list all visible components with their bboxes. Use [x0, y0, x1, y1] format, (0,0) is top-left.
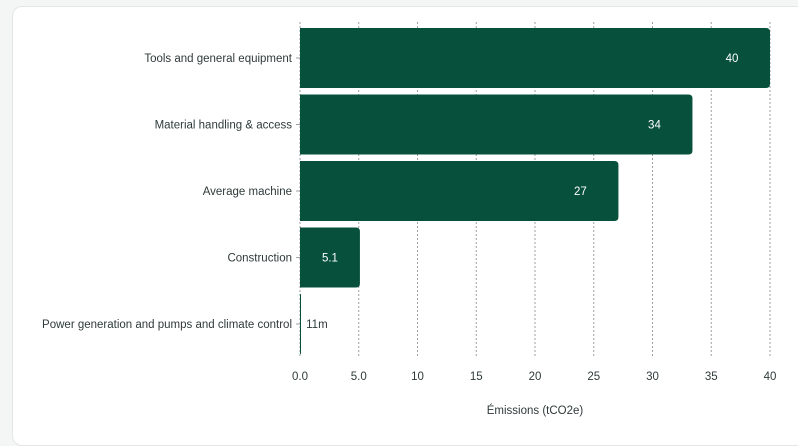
category-label: Tools and general equipment [144, 53, 292, 65]
x-tick-label: 5.0 [351, 371, 367, 383]
data-label: 27 [574, 186, 587, 198]
category-label: Material handling & access [155, 120, 293, 132]
horizontal-bar-chart: 40 34 27 5.1 11m Tools and general equipment… [42, 22, 776, 417]
bar [300, 28, 770, 88]
category-label: Construction [227, 253, 292, 265]
data-label: 5.1 [322, 253, 338, 265]
bar [300, 227, 360, 288]
data-label: 40 [726, 53, 739, 65]
x-tick-label: 20 [529, 371, 542, 383]
data-label: 34 [648, 120, 661, 132]
x-axis-title: Émissions (tCO2e) [487, 404, 584, 417]
category-label: Average machine [203, 186, 292, 198]
category-label: Power generation and pumps and climate c… [42, 319, 292, 331]
x-tick-labels: 0.0 5.0 10 15 20 25 30 35 40 [292, 371, 776, 383]
x-tick-label: 35 [705, 371, 718, 383]
bar [300, 94, 693, 155]
category-labels: Tools and general equipment Material hand… [42, 53, 300, 331]
bar [300, 161, 619, 221]
x-tick-label: 15 [470, 371, 483, 383]
data-label: 11m [306, 319, 328, 331]
x-tick-label: 40 [764, 371, 777, 383]
x-tick-label: 0.0 [292, 371, 308, 383]
bar [300, 294, 301, 354]
x-tick-label: 25 [587, 371, 600, 383]
bars: 40 34 27 5.1 11m [300, 28, 770, 354]
x-tick-label: 30 [646, 371, 659, 383]
x-tick-label: 10 [411, 371, 424, 383]
